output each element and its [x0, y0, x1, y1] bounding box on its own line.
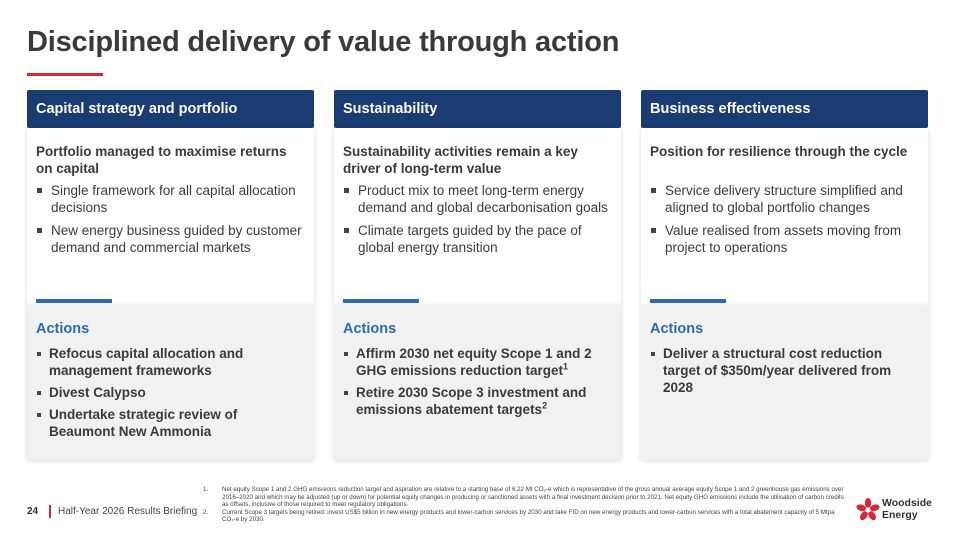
bullet-item: Product mix to meet long-term energy dem… [343, 182, 615, 216]
action-item: Deliver a structural cost reduction targ… [650, 345, 920, 396]
actions-list: Refocus capital allocation and managemen… [36, 345, 306, 445]
logo-wordmark: Woodside Energy [882, 497, 932, 521]
footnote-ref: 2 [542, 400, 548, 411]
bullet-item: Value realised from assets moving from p… [650, 222, 922, 256]
footnotes: 1. Net equity Scope 1 and 2 GHG emissions… [203, 486, 848, 524]
actions-panel: Actions Refocus capital allocation and m… [27, 299, 314, 460]
actions-list: Affirm 2030 net equity Scope 1 and 2 GHG… [343, 345, 613, 423]
bullet-list: Product mix to meet long-term energy dem… [343, 182, 615, 262]
title-underline [27, 73, 103, 76]
actions-accent-bar [343, 299, 419, 303]
bullet-list: Single framework for all capital allocat… [36, 182, 308, 262]
column-body: Position for resilience through the cycl… [641, 128, 928, 305]
column-capital-strategy: Capital strategy and portfolio Portfolio… [27, 90, 314, 460]
bullet-item: Service delivery structure simplified an… [650, 182, 922, 216]
action-item: Refocus capital allocation and managemen… [36, 345, 306, 379]
column-sustainability: Sustainability Sustainability activities… [334, 90, 621, 460]
bullet-square-icon [651, 188, 656, 193]
bullet-item: Single framework for all capital allocat… [36, 182, 308, 216]
action-item: Divest Calypso [36, 384, 306, 401]
bullet-square-icon [344, 188, 349, 193]
column-header: Capital strategy and portfolio [27, 90, 314, 128]
footnote: 1. Net equity Scope 1 and 2 GHG emissions… [203, 486, 844, 509]
action-item: Undertake strategic review of Beaumont N… [36, 406, 306, 440]
slide-title: Disciplined delivery of value through ac… [27, 26, 620, 58]
woodside-flower-icon [856, 498, 880, 521]
bullet-square-icon [344, 391, 348, 395]
bullet-square-icon [37, 413, 41, 417]
column-header: Business effectiveness [641, 90, 928, 128]
bullet-square-icon [651, 228, 656, 233]
column-lead: Portfolio managed to maximise returns on… [36, 144, 287, 176]
bullet-square-icon [37, 228, 42, 233]
actions-panel: Actions Affirm 2030 net equity Scope 1 a… [334, 299, 621, 460]
action-item: Affirm 2030 net equity Scope 1 and 2 GHG… [343, 345, 613, 379]
bullet-item: New energy business guided by customer d… [36, 222, 308, 256]
column-body: Portfolio managed to maximise returns on… [27, 128, 314, 305]
action-item: Retire 2030 Scope 3 investment and emiss… [343, 384, 613, 418]
bullet-square-icon [37, 391, 41, 395]
column-business-effectiveness: Business effectiveness Position for resi… [641, 90, 928, 460]
actions-accent-bar [650, 299, 726, 303]
actions-title: Actions [343, 321, 397, 337]
bullet-square-icon [651, 352, 655, 356]
bullet-item: Climate targets guided by the pace of gl… [343, 222, 615, 256]
footer-divider [49, 505, 51, 518]
column-header: Sustainability [334, 90, 621, 128]
actions-title: Actions [650, 321, 704, 337]
column-body: Sustainability activities remain a key d… [334, 128, 621, 305]
actions-title: Actions [36, 321, 90, 337]
page-number: 24 [27, 506, 39, 517]
bullet-square-icon [37, 188, 42, 193]
actions-list: Deliver a structural cost reduction targ… [650, 345, 920, 401]
bullet-list: Service delivery structure simplified an… [650, 182, 922, 262]
actions-panel: Actions Deliver a structural cost reduct… [641, 299, 928, 460]
footnote: 2. Current Scope 3 targets being retired:… [203, 508, 835, 524]
woodside-logo: Woodside Energy [856, 497, 936, 523]
bullet-square-icon [344, 352, 348, 356]
column-lead: Position for resilience through the cycl… [650, 144, 908, 159]
column-lead: Sustainability activities remain a key d… [343, 144, 578, 176]
bullet-square-icon [37, 352, 41, 356]
footnote-ref: 1 [563, 361, 569, 372]
bullet-square-icon [344, 228, 349, 233]
actions-accent-bar [36, 299, 112, 303]
briefing-label: Half-Year 2026 Results Briefing [58, 506, 198, 517]
